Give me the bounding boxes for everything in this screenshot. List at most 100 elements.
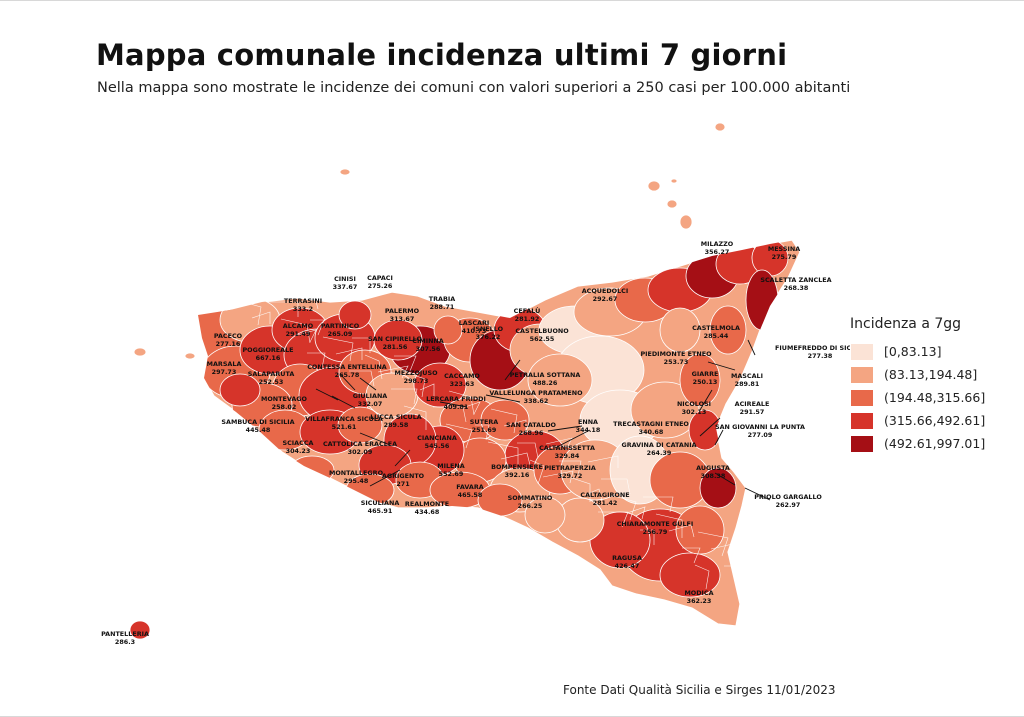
municipality-area [337,406,383,444]
municipality-label: PIEDIMONTE ETNEO [640,350,712,358]
municipality-incidence-value: 268.38 [784,284,809,292]
municipality-incidence-value: 281.92 [515,315,540,323]
municipal-border [461,401,481,415]
municipality-incidence-value: 356.27 [705,248,730,256]
municipal-border [739,549,755,574]
legend-label: (315.66,492.61] [884,413,986,428]
municipality-label: VILLAFRANCA SICULA [305,415,383,423]
municipality-incidence-value: 488.26 [533,379,558,387]
municipality-label: CALTAGIRONE [580,491,629,499]
municipality-incidence-value: 521.61 [332,423,357,431]
municipality-label: SICULIANA [361,499,400,507]
municipal-border [307,352,326,369]
municipality-label: MONTEVAGO [261,395,308,403]
leader-line [369,469,401,487]
municipality-label: GIULIANA [353,392,388,400]
legend-label: (492.61,997.01] [884,436,986,451]
municipality-incidence-value: 285.44 [704,332,729,340]
municipality-label: TERRASINI [284,297,322,305]
municipality-incidence-value: 271 [396,480,409,488]
municipality-label: CIANCIANA [417,434,457,442]
municipality-incidence-value: 329.84 [555,452,580,460]
municipality-label: CASTELMOLA [692,324,740,332]
municipal-border [268,301,299,317]
municipality-label: ISNELLO [473,325,504,333]
municipality-label: SCALETTA ZANCLEA [760,276,831,284]
municipality-incidence-value: 277.38 [808,352,833,360]
municipality-area [527,353,593,407]
municipality-incidence-value: 302.13 [682,408,707,416]
municipality-area [659,552,721,598]
municipality-incidence-value: 277.09 [748,431,773,439]
municipal-border [394,355,417,372]
municipality-label: AGRIGENTO [382,472,425,480]
municipal-border [668,524,695,538]
municipal-border [487,441,519,466]
municipality-label: CHIARAMONTE GULFI [617,520,694,528]
municipality-incidence-value: 338.62 [524,397,549,405]
municipality-label: GRAVINA DI CATANIA [621,441,696,449]
municipality-label: ALCAMO [283,322,314,330]
legend-item: [0,83.13] [850,340,985,363]
leader-line [744,487,771,501]
municipality-label: REALMONTE [405,500,449,508]
municipality-label: ENNA [578,418,598,426]
municipality-label: SAN CIPIRELLO [368,335,422,343]
municipal-border [251,311,271,324]
municipality-incidence-value: 307.56 [416,345,441,353]
municipality-label: SCIACCA [283,439,314,447]
municipality-label: CALTANISSETTA [539,444,595,452]
municipality-incidence-value: 445.48 [246,426,271,434]
municipality-incidence-value: 251.69 [472,426,497,434]
municipality-label: MESSINA [768,245,800,253]
municipal-border [601,478,631,495]
legend-swatch [850,388,874,407]
municipality-area [338,300,372,330]
municipality-label: CONTESSA ENTELLINA [307,363,387,371]
legend-label: (194.48,315.66] [884,390,986,405]
municipality-incidence-value: 332.07 [358,400,383,408]
island [714,122,726,132]
municipality-label: FAVARA [456,483,484,491]
municipal-border [503,419,527,432]
leader-line [707,361,736,371]
leader-line [714,429,724,446]
municipality-incidence-value: 323.63 [450,380,475,388]
municipality-incidence-value: 262.97 [776,501,801,509]
municipality-label: TRABIA [429,295,455,303]
municipality-incidence-value: 667.16 [256,354,281,362]
municipality-label: MARSALA [207,360,242,368]
leader-line [547,425,583,432]
municipal-border [559,460,582,477]
leader-line [439,401,468,408]
island [133,347,147,357]
leader-line [359,377,377,391]
municipality-incidence-value: 291.57 [740,408,765,416]
municipal-border [490,408,518,434]
municipality-label: LUCCA SICULA [370,413,422,421]
municipal-border [391,388,418,405]
municipality-label: PIETRAPERZIA [544,464,596,472]
municipality-incidence-value: 304.23 [286,447,311,455]
municipality-incidence-value: 337.67 [333,283,358,291]
municipality-label: NICOLOSI [677,400,711,408]
municipality-label: MASCALI [731,372,763,380]
municipal-border [419,383,435,396]
municipality-incidence-value: 281.42 [593,499,618,507]
municipal-border [335,347,363,360]
municipality-incidence-value: 265.78 [335,371,360,379]
municipal-border [226,583,253,600]
island [666,199,678,209]
municipality-incidence-value: 281.56 [383,343,408,351]
island [647,180,661,192]
municipality-incidence-value: 340.68 [639,428,664,436]
island [670,178,678,184]
municipality-label: MILAZZO [701,240,734,248]
legend: Incidenza a 7gg [0,83.13] (83.13,194.48]… [850,316,985,455]
municipality-area [659,307,701,353]
municipality-incidence-value: 392.16 [505,471,530,479]
municipal-border [433,406,467,423]
legend-item: (315.66,492.61] [850,409,985,432]
island [129,620,151,640]
